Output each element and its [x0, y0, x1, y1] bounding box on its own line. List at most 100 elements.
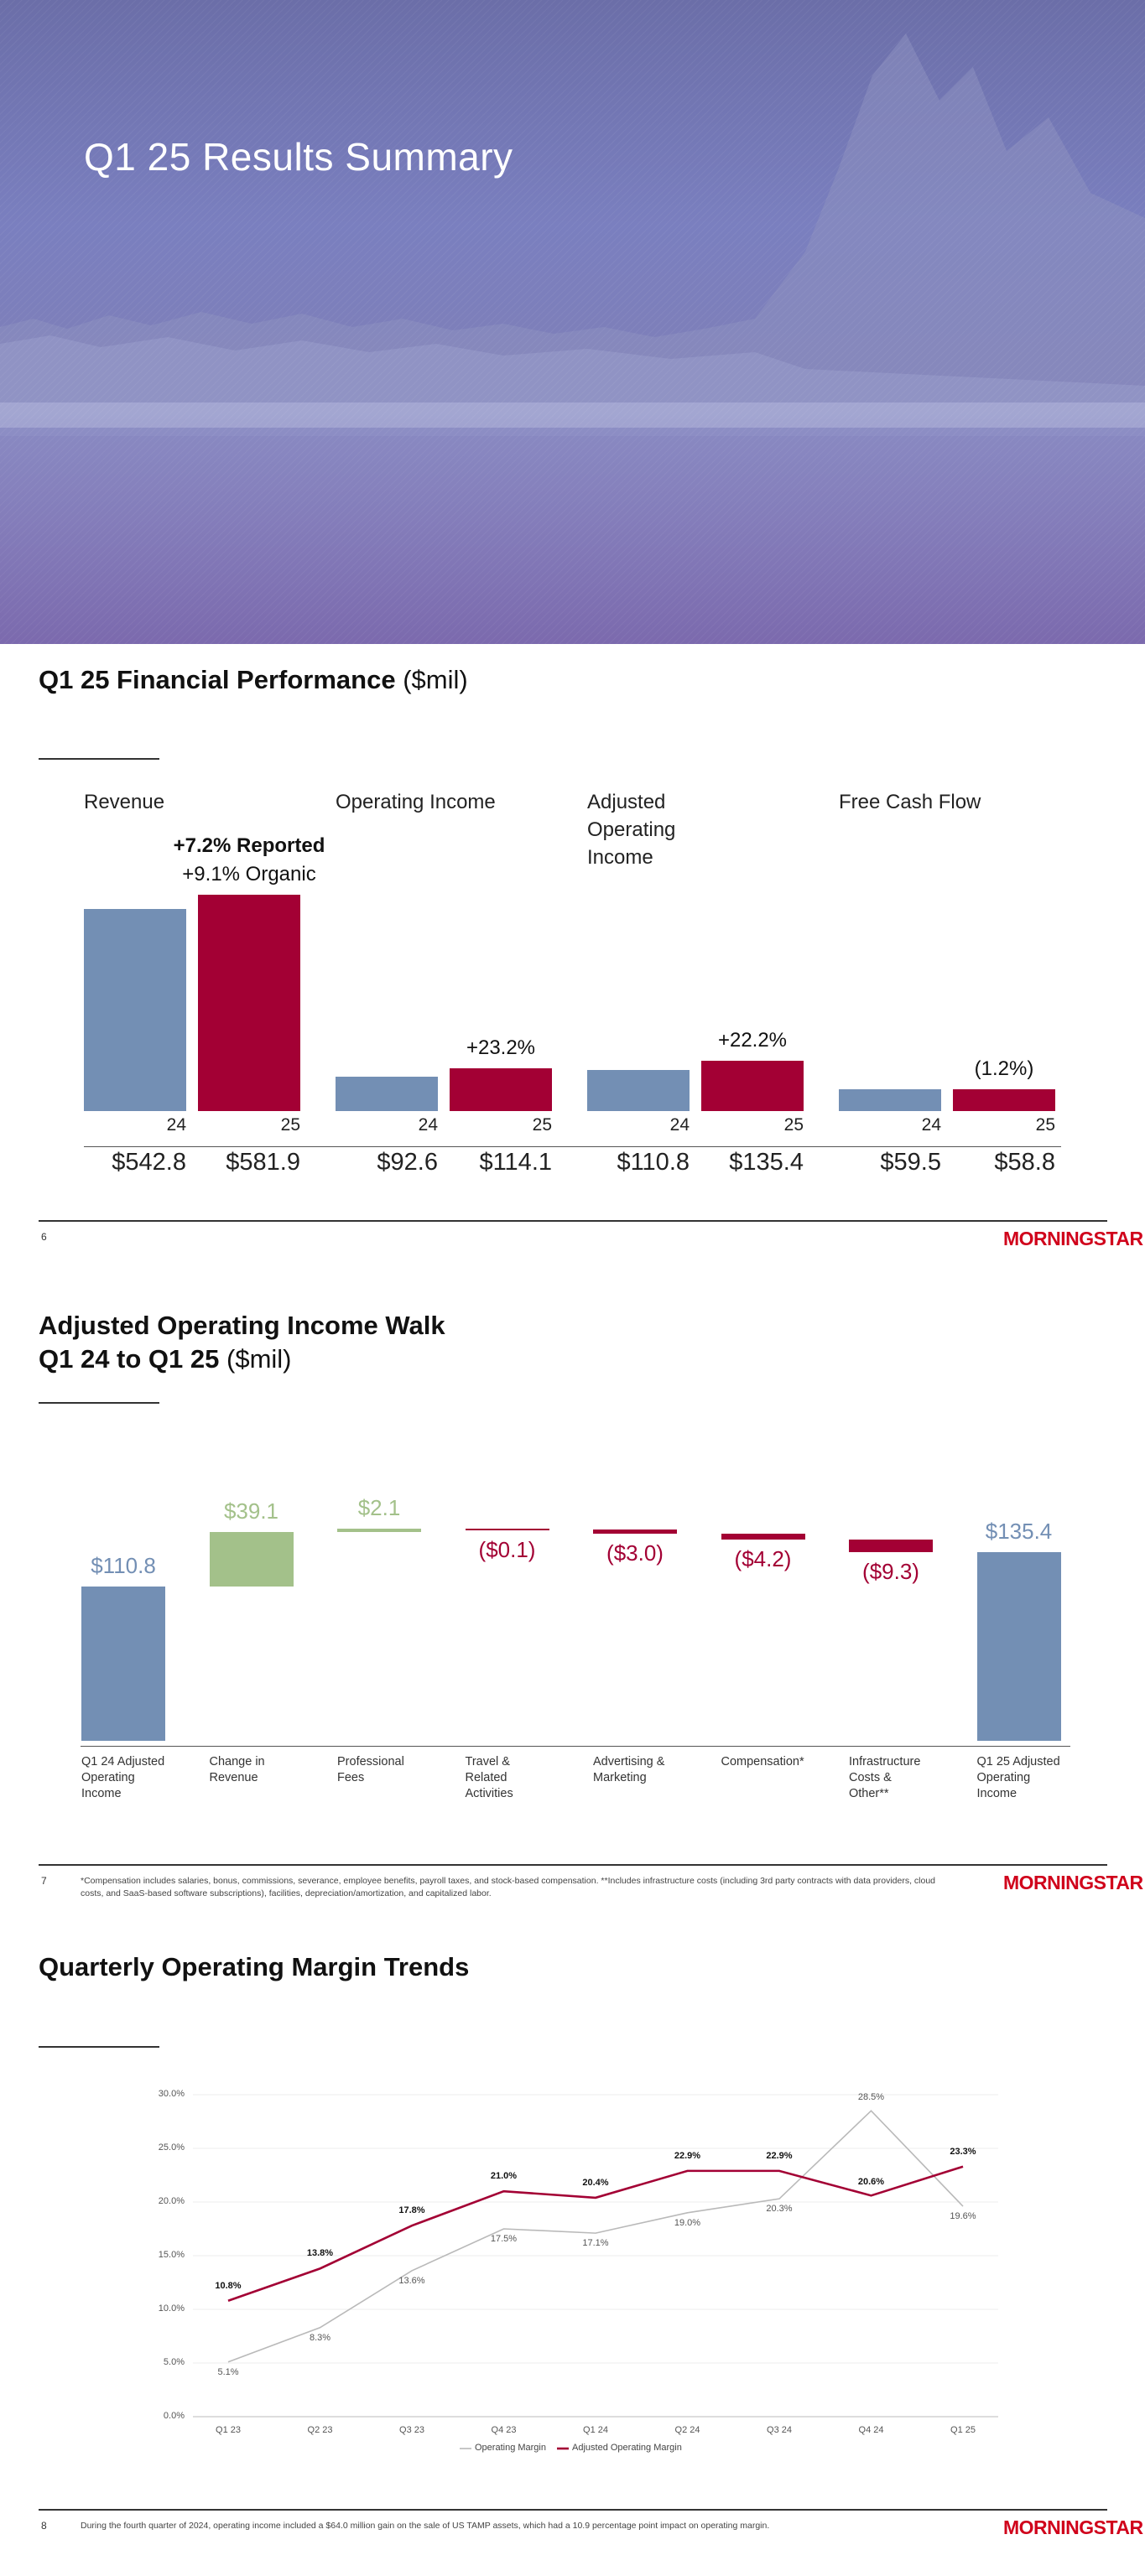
- data-label-operating-margin: 20.3%: [766, 2204, 793, 2215]
- y-tick-label: 10.0%: [158, 2303, 185, 2314]
- y-tick-label: 5.0%: [163, 2357, 185, 2367]
- waterfall-value-label: ($4.2): [734, 1545, 792, 1571]
- morningstar-logo: MORNINGSTAR: [1003, 1228, 1143, 1249]
- slide-title-unit: ($mil): [226, 1344, 292, 1374]
- value-prior: $59.5: [880, 1149, 941, 1176]
- waterfall-category-label: Professional Fees: [337, 1755, 404, 1784]
- data-label-adjusted-operating-margin: 21.0%: [490, 2171, 518, 2182]
- waterfall-category-label: Change in Revenue: [209, 1755, 265, 1784]
- bar-prior-year: [84, 909, 186, 1111]
- year-label: 24: [418, 1115, 438, 1135]
- y-tick-label: 25.0%: [158, 2142, 185, 2153]
- growth-annotation: +23.2%: [466, 1036, 536, 1060]
- x-tick-label: Q2 24: [674, 2425, 700, 2435]
- x-tick-label: Q3 24: [767, 2425, 792, 2435]
- waterfall-bar: [976, 1552, 1061, 1741]
- slide-title-income-walk: Adjusted Operating Income Walk Q1 24 to …: [39, 1309, 445, 1376]
- data-label-adjusted-operating-margin: 17.8%: [398, 2205, 425, 2216]
- bar-current-year: [450, 1068, 552, 1111]
- waterfall-bar: [337, 1529, 421, 1533]
- year-label: 24: [669, 1115, 690, 1135]
- value-current: $581.9: [226, 1149, 300, 1176]
- waterfall-value-label: $39.1: [223, 1498, 279, 1524]
- x-tick-label: Q4 23: [491, 2425, 517, 2435]
- waterfall-value-label: $135.4: [985, 1519, 1053, 1544]
- metric-label: Revenue: [84, 791, 165, 813]
- year-label: 25: [783, 1115, 804, 1135]
- data-label-adjusted-operating-margin: 20.6%: [857, 2177, 885, 2188]
- footnote: *Compensation includes salaries, bonus, …: [81, 1876, 936, 1899]
- data-label-adjusted-operating-margin: 10.8%: [215, 2280, 242, 2291]
- hero-banner: Q1 25 Results Summary: [0, 0, 1145, 644]
- data-label-adjusted-operating-margin: 13.8%: [306, 2248, 334, 2259]
- x-axis-line: [81, 1746, 1070, 1747]
- y-tick-label: 15.0%: [158, 2250, 185, 2260]
- footer-rule: [39, 1220, 1107, 1222]
- title-underline: [39, 758, 159, 760]
- x-tick-label: Q3 23: [399, 2425, 424, 2435]
- x-tick-label: Q1 23: [216, 2425, 241, 2435]
- data-label-operating-margin: 28.5%: [857, 2092, 885, 2103]
- metric-label: Adjusted Operating Income: [587, 791, 676, 869]
- value-prior: $110.8: [617, 1149, 690, 1176]
- morningstar-logo: MORNINGSTAR: [1003, 1872, 1143, 1893]
- waterfall-category-label: Advertising & Marketing: [593, 1755, 665, 1784]
- legend-label-operating-margin: Operating Margin: [475, 2443, 546, 2453]
- waterfall-category-label: Infrastructure Costs & Other**: [849, 1755, 921, 1800]
- value-current: $114.1: [479, 1149, 552, 1176]
- growth-annotation: +22.2%: [717, 1028, 788, 1052]
- metric-label: Operating Income: [336, 791, 496, 813]
- morningstar-logo: MORNINGSTAR: [1003, 2516, 1143, 2538]
- footer-rule: [39, 2509, 1107, 2511]
- data-label-adjusted-operating-margin: 23.3%: [950, 2146, 976, 2157]
- waterfall-value-label: $110.8: [91, 1552, 156, 1578]
- slide-title-text: Q1 25 Financial Performance: [39, 665, 396, 694]
- y-tick-label: 0.0%: [163, 2411, 185, 2421]
- bar-prior-year: [839, 1088, 941, 1111]
- year-label: 25: [532, 1115, 552, 1135]
- waterfall-category-label: Q1 24 Adjusted Operating Income: [81, 1755, 165, 1800]
- year-label: 24: [921, 1115, 941, 1135]
- bar-prior-year: [336, 1076, 438, 1111]
- metric-label: Free Cash Flow: [839, 791, 981, 813]
- x-tick-label: Q4 24: [858, 2425, 884, 2435]
- waterfall-value-label: $2.1: [357, 1495, 401, 1521]
- page-number: 6: [41, 1231, 47, 1243]
- x-tick-label: Q2 23: [307, 2425, 333, 2435]
- year-label: 25: [1035, 1115, 1055, 1135]
- waterfall-category-label: Compensation*: [721, 1755, 804, 1768]
- year-label: 24: [166, 1115, 186, 1135]
- waterfall-category-label: Q1 25 Adjusted Operating Income: [976, 1755, 1060, 1800]
- bar-current-year: [953, 1088, 1055, 1111]
- footer-rule: [39, 1864, 1107, 1866]
- waterfall-bar: [81, 1586, 165, 1741]
- waterfall-value-label: ($3.0): [606, 1540, 664, 1566]
- x-tick-label: Q1 24: [583, 2425, 608, 2435]
- data-label-operating-margin: 5.1%: [217, 2366, 239, 2377]
- waterfall-bar: [849, 1539, 933, 1552]
- hero-title: Q1 25 Results Summary: [84, 135, 513, 179]
- growth-annotation: (1.2%): [974, 1057, 1034, 1080]
- footnote: During the fourth quarter of 2024, opera…: [81, 2521, 770, 2531]
- slide-title-line1: Adjusted Operating Income Walk: [39, 1311, 445, 1340]
- data-label-operating-margin: 17.1%: [582, 2238, 609, 2249]
- growth-reported: +7.2% Reported: [173, 834, 325, 857]
- x-tick-label: Q1 25: [950, 2425, 976, 2435]
- y-tick-label: 20.0%: [158, 2196, 185, 2206]
- value-current: $135.4: [729, 1149, 804, 1176]
- waterfall-bar: [465, 1529, 549, 1531]
- value-prior: $542.8: [112, 1149, 186, 1176]
- data-label-operating-margin: 13.6%: [398, 2275, 425, 2286]
- slide-title-margin-trends: Quarterly Operating Margin Trends: [39, 1952, 470, 1981]
- growth-annotation: +9.1% Organic: [182, 863, 316, 886]
- bar-prior-year: [587, 1069, 690, 1111]
- slide-title-financial-performance: Q1 25 Financial Performance ($mil): [39, 665, 468, 695]
- value-prior: $92.6: [377, 1149, 438, 1176]
- value-current: $58.8: [994, 1149, 1055, 1176]
- legend-label-adjusted-operating-margin: Adjusted Operating Margin: [572, 2443, 682, 2453]
- data-label-operating-margin: 8.3%: [309, 2332, 331, 2343]
- data-label-operating-margin: 17.5%: [490, 2234, 518, 2244]
- series-line-operating-margin: [227, 2110, 964, 2363]
- page-number: 7: [41, 1875, 47, 1887]
- waterfall-bar: [593, 1529, 677, 1534]
